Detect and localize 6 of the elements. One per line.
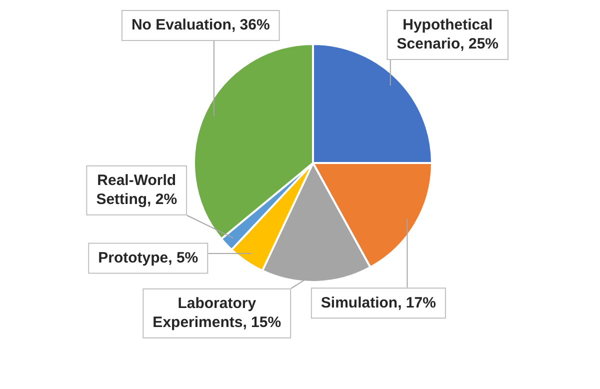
- slice-label: Hypothetical Scenario, 25%: [396, 16, 498, 53]
- slice-label: Laboratory Experiments, 15%: [152, 295, 282, 332]
- slice-label: Real-World Setting, 2%: [96, 172, 178, 208]
- slice-label: Simulation, 17%: [320, 294, 436, 312]
- slice-label: No Evaluation, 36%: [131, 16, 270, 34]
- slice-label: Prototype, 5%: [98, 249, 198, 266]
